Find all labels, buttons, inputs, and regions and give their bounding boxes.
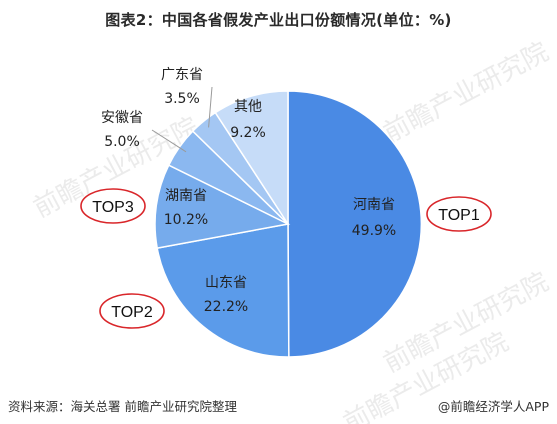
slice-label-value: 49.9% [352,223,396,239]
slice-label-name: 湖南省 [165,188,207,204]
rank-badges: TOP1 TOP2 TOP3 [80,188,492,329]
brand-credit: @前瞻经济学人APP [437,399,549,414]
rank-badge-label: TOP2 [111,304,153,321]
slice-label-name: 广东省 [161,67,203,83]
rank-badge-label: TOP1 [438,207,480,224]
leader-lines [151,86,213,153]
pie-slices [154,90,423,358]
pie-slice-3 [154,164,291,249]
slice-label-value: 10.2% [164,212,208,228]
slice-label-name: 其他 [234,99,262,115]
rank-ellipse [80,188,146,224]
pie-slice-6 [214,90,289,227]
pie-slice-1 [287,90,423,358]
slice-label-name: 河南省 [353,197,395,213]
slice-labels: 河南省 49.9% 山东省 22.2% 湖南省 10.2% 安徽省 5.0% 广东省 3.5% 其他… [101,67,396,315]
slice-label-name: 安徽省 [101,110,143,126]
source-note: 资料来源：海关总署 前瞻产业研究院整理 [8,399,237,414]
rank-ellipse [426,196,492,232]
slice-label-value: 9.2% [230,125,266,141]
slice-label-value: 5.0% [104,134,140,150]
watermark-text: 前瞻产业研究院 [379,37,554,149]
slice-label-value: 22.2% [204,299,248,315]
rank-badge-label: TOP3 [92,199,134,216]
pie-slice-2 [156,223,290,358]
rank-ellipse [99,293,165,329]
slice-label-value: 3.5% [164,91,200,107]
slice-label-name: 山东省 [205,275,247,291]
leader-line [208,86,213,128]
chart-title: 图表2：中国各省假发产业出口份额情况(单位：%) [105,11,452,29]
leader-line [151,129,187,153]
